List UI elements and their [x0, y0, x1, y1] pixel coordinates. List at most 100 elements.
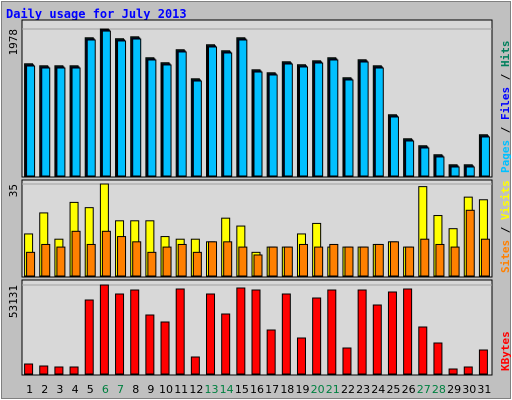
x-tick-label: 6 — [102, 383, 109, 396]
bar — [372, 304, 382, 375]
bar — [132, 38, 142, 177]
legend-separator: / — [499, 220, 512, 240]
bar — [465, 209, 475, 277]
bar — [41, 67, 51, 177]
bar — [281, 293, 291, 375]
x-tick-label: 4 — [72, 383, 79, 396]
bar — [342, 347, 352, 375]
legend-entry: KBytes — [499, 331, 512, 371]
bar — [147, 251, 157, 277]
y-tick-label: 35 — [7, 184, 20, 197]
bar — [480, 238, 490, 277]
bar — [283, 63, 293, 177]
bar — [208, 241, 218, 277]
bar — [238, 246, 248, 277]
bar — [71, 230, 81, 277]
x-tick-label: 12 — [189, 383, 203, 396]
x-tick-label: 2 — [41, 383, 48, 396]
bar — [147, 59, 157, 177]
bar — [145, 314, 155, 375]
bar — [266, 329, 276, 375]
bar — [374, 67, 384, 177]
bar — [238, 39, 248, 177]
bar — [465, 166, 475, 177]
bar — [253, 71, 263, 177]
bar — [132, 241, 142, 277]
bar — [359, 61, 369, 177]
bar — [221, 313, 231, 375]
bar — [296, 337, 306, 375]
bar — [433, 342, 443, 375]
bar — [405, 246, 415, 277]
x-tick-label: 11 — [174, 383, 188, 396]
legend-entry: Hits — [499, 41, 512, 68]
bar — [24, 363, 34, 375]
legend-entry: Files — [499, 87, 512, 120]
bar — [206, 293, 216, 375]
bar — [329, 59, 339, 177]
bar — [208, 46, 218, 177]
bar — [56, 67, 66, 177]
bar — [463, 366, 473, 375]
x-tick-label: 24 — [371, 383, 385, 396]
legend-separator: / — [499, 67, 512, 87]
bar — [314, 62, 324, 177]
bar — [41, 243, 51, 277]
bar — [84, 299, 94, 375]
legend-entry: Pages — [499, 140, 512, 173]
bar — [223, 52, 233, 177]
bar — [418, 326, 428, 375]
bar — [192, 80, 202, 177]
x-tick-label: 5 — [87, 383, 94, 396]
legend: Sites / Visits — [499, 180, 512, 273]
bar — [374, 243, 384, 277]
bar — [448, 368, 458, 375]
bar — [344, 79, 354, 177]
y-tick-label: 53131 — [7, 285, 20, 318]
x-tick-label: 8 — [132, 383, 139, 396]
bar — [420, 238, 430, 277]
x-tick-label: 23 — [356, 383, 370, 396]
bar — [357, 289, 367, 375]
bar — [54, 366, 64, 375]
bar — [56, 246, 66, 277]
bar — [86, 39, 96, 177]
bar — [101, 30, 111, 177]
bar — [283, 246, 293, 277]
x-tick-label: 9 — [147, 383, 154, 396]
legend-entry: Visits — [499, 180, 512, 220]
bar — [177, 243, 187, 277]
x-tick-label: 10 — [159, 383, 173, 396]
bar — [115, 293, 125, 375]
bar — [86, 243, 96, 277]
bar — [177, 51, 187, 177]
bar — [192, 251, 202, 277]
chart-title: Daily usage for July 2013 — [6, 7, 187, 21]
bar — [435, 156, 445, 177]
x-tick-label: 27 — [417, 383, 431, 396]
bar — [69, 366, 79, 375]
bar — [387, 291, 397, 375]
x-tick-label: 20 — [311, 383, 325, 396]
bar — [223, 241, 233, 277]
x-tick-label: 22 — [341, 383, 355, 396]
bar — [99, 284, 109, 375]
bar — [450, 246, 460, 277]
x-tick-label: 17 — [265, 383, 279, 396]
bar — [403, 288, 413, 375]
bar — [478, 349, 488, 375]
legend: Pages / Files / Hits — [499, 41, 512, 174]
bar — [389, 116, 399, 177]
bar — [162, 64, 172, 177]
x-tick-label: 14 — [220, 383, 234, 396]
bar — [298, 66, 308, 177]
bar — [420, 147, 430, 177]
bar — [26, 65, 36, 177]
legend-separator: / — [499, 120, 512, 140]
bar — [160, 321, 170, 375]
x-tick-label: 19 — [295, 383, 309, 396]
bar — [71, 67, 81, 177]
bar — [480, 136, 490, 177]
